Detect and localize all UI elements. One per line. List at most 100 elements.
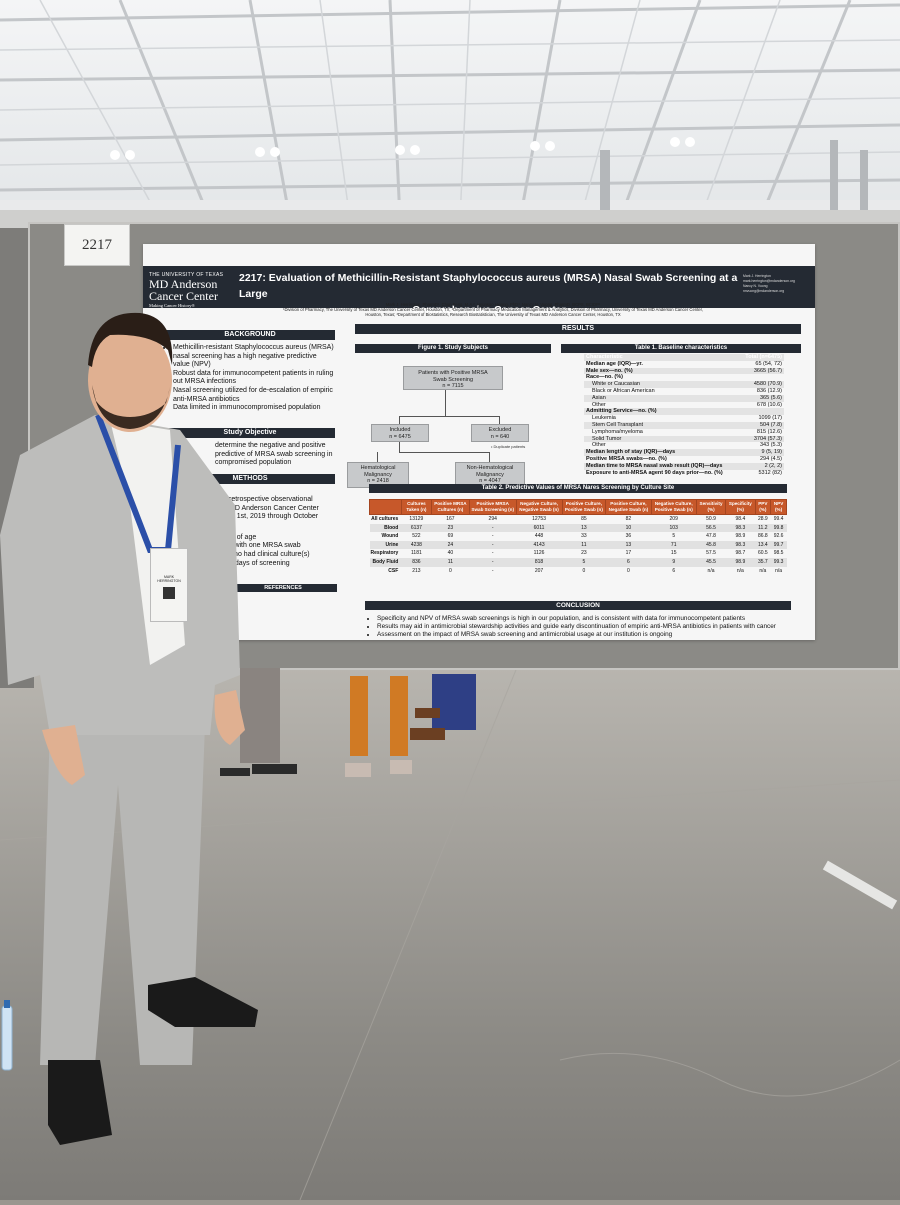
table-row: Male sex—no. (%) 3665 (56.7) <box>584 367 784 375</box>
badge-qr-code <box>163 587 175 599</box>
objective-heading: Study Objective <box>165 428 335 438</box>
table-cell: 23 <box>581 550 587 557</box>
table-cell: 818 <box>516 557 562 567</box>
table-cell: Positive MRSA swabs—no. (%) <box>586 455 667 462</box>
presenter-jacket <box>0 415 240 735</box>
table-cell: 40 <box>447 550 454 557</box>
table-cell: 36 <box>625 533 632 540</box>
table-cell: 11 <box>562 540 606 550</box>
table-cell: 13.4 <box>755 540 771 550</box>
table-cell: 1126 <box>533 550 545 557</box>
table-cell: Race—no. (%) <box>586 374 623 381</box>
table-cell: 86.8 <box>757 533 768 540</box>
background-item: Robust data for immunocompetent patients… <box>173 370 335 387</box>
table-cell: Urine <box>369 540 402 550</box>
table-cell: 9 (5, 19) <box>739 449 784 456</box>
table-header-cell: Positive Culture, Negative Swab (n) <box>605 499 652 515</box>
table-cell: 504 (7.8) <box>739 421 784 429</box>
table-row: Solid Tumor 3704 (57.3) <box>584 435 784 443</box>
logo-name-line2: Cancer Center <box>149 289 218 303</box>
flow-connector <box>399 452 489 453</box>
flow-box-positive-swab: Patients with Positive MRSA Swab Screeni… <box>403 366 503 390</box>
methods-line: retrospective observational <box>229 496 313 503</box>
table-cell: 99.7 <box>770 540 787 550</box>
poster-authors: Mark J. Herrington, PharmD¹, Chun Feng, … <box>283 302 703 317</box>
table-cell: 85 <box>581 516 587 522</box>
table-cell: Leukemia <box>592 415 616 422</box>
table-cell: Asian <box>584 394 740 402</box>
presenter-hair <box>88 312 173 367</box>
conclusion-item: Specificity and NPV of MRSA swab screeni… <box>377 615 809 623</box>
table-cell: 50.9 <box>706 516 716 522</box>
table-cell: Median time to MRSA nasal swab result (I… <box>584 462 740 470</box>
methods-line: MD Anderson Cancer Center <box>229 504 319 512</box>
table-row: Median age (IQR)—yr. 65 (54, 72) <box>584 361 784 368</box>
flow-box-excluded: Excluded n = 640 <box>471 424 529 442</box>
table-cell: 294 <box>488 516 497 522</box>
table-cell: 9 <box>651 557 697 567</box>
table-row: All cultures 13129 167 294 12753 85 82 209 50.9 9… <box>370 515 787 524</box>
table-cell: 45.8 <box>696 540 726 550</box>
conclusion-item: Results may aid in antimicrobial steward… <box>377 623 809 631</box>
table1-baseline: Characteristic Total (n=6475) Median age… <box>584 354 784 476</box>
table-cell: 28.9 <box>757 516 768 522</box>
table-cell: 4580 (70.9) <box>739 381 784 388</box>
table-cell: 69 <box>447 533 454 540</box>
table-cell: 294 (4.5) <box>759 455 782 462</box>
table-row: Other 343 (5.3) <box>584 442 784 449</box>
table-cell: 11 <box>431 557 470 567</box>
table-cell: Respiratory <box>370 550 399 557</box>
methods-line: ry 1st, 2019 through October <box>229 513 319 521</box>
table-cell: 98.3 <box>725 540 756 550</box>
poster-title: 2217: Evaluation of Methicillin-Resistan… <box>239 270 739 318</box>
table-cell: 6 <box>605 557 652 567</box>
table-cell <box>739 374 784 381</box>
poster-title-line1: 2217: Evaluation of Methicillin-Resistan… <box>239 272 738 300</box>
table-cell: 98.5 <box>773 550 784 557</box>
table-cell: All cultures <box>371 516 399 522</box>
table-cell: 0 <box>582 567 586 574</box>
table-cell: 209 <box>669 516 678 522</box>
table-cell: 4238 <box>401 540 432 550</box>
presenter-left-hand <box>42 725 85 785</box>
table-cell: Median length of stay (IQR)—days <box>584 449 740 456</box>
table-row: Median length of stay (IQR)—days 9 (5, 19… <box>584 449 784 456</box>
table-cell: 448 <box>534 533 544 540</box>
table-cell: - <box>491 567 494 574</box>
table-cell: 24 <box>431 540 470 550</box>
presenter <box>0 312 258 1145</box>
table-cell: - <box>469 540 517 550</box>
table-cell: 17 <box>625 550 632 557</box>
presenter-right-shoe <box>148 977 258 1027</box>
table-cell: - <box>491 533 494 540</box>
name-badge: MARK HERRINGTON <box>150 548 188 622</box>
table-header-cell: Sensitivity (%) <box>695 499 727 515</box>
flow-box-count: n = 2418 <box>367 478 389 484</box>
table-cell: 47.8 <box>706 533 716 540</box>
table-cell: 815 (12.6) <box>756 428 782 435</box>
table-cell: Blood <box>369 523 402 533</box>
table-cell: 207 <box>534 567 544 574</box>
table-cell: 98.3 <box>725 523 756 533</box>
table-cell: 365 (5.6) <box>739 394 784 402</box>
table-cell: 167 <box>446 516 455 522</box>
table-cell: - <box>469 557 517 567</box>
table-header-cell: NPV (%) <box>770 499 787 515</box>
table-cell: 1181 <box>411 550 422 557</box>
table-cell: 2 (2, 2) <box>739 462 784 470</box>
table-cell: Body Fluid <box>369 557 402 567</box>
water-bottle <box>1 1000 13 1071</box>
table-cell: Stem Cell Transplant <box>584 421 740 429</box>
conclusion-list: Specificity and NPV of MRSA swab screeni… <box>369 615 809 640</box>
objective-text: determine the negative and positive pred… <box>215 442 333 467</box>
flow-box-label: Patients with Positive MRSA <box>418 370 488 376</box>
logo-university-line: THE UNIVERSITY OF TEXAS <box>149 272 224 278</box>
table-header-cell: Characteristic <box>584 354 740 361</box>
table-cell: 99.3 <box>770 557 787 567</box>
table-row: White or Caucasian 4580 (70.9) <box>584 381 784 388</box>
conclusion-item: Assessment on the impact of MRSA swab sc… <box>377 631 809 639</box>
methods-line: s with one MRSA swab <box>229 542 301 550</box>
table2-heading: Table 2. Predictive Values of MRSA Nares… <box>369 484 787 493</box>
table-cell: 98.7 <box>735 550 746 557</box>
presenter-beard <box>92 385 170 429</box>
